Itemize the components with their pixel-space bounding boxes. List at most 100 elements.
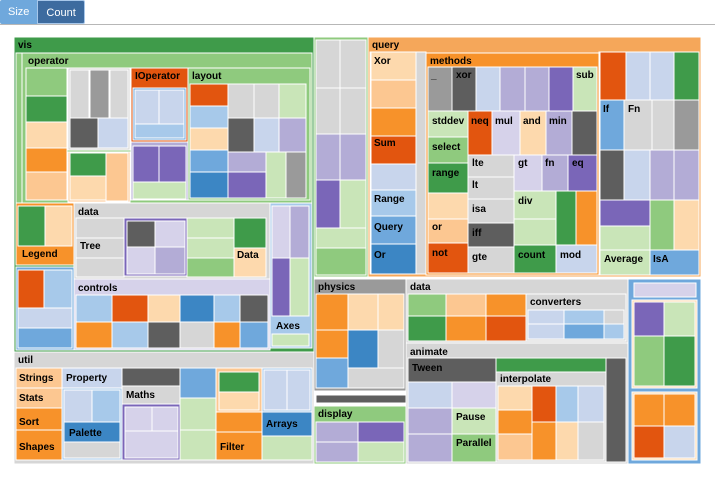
treemap-leaf-cell[interactable] — [25, 95, 68, 123]
treemap-cell[interactable] — [567, 154, 598, 192]
treemap-leaf-cell[interactable] — [253, 117, 280, 153]
treemap-cell[interactable] — [633, 335, 665, 387]
treemap-cell[interactable] — [577, 421, 605, 461]
treemap-cell[interactable] — [427, 218, 469, 244]
treemap-cell[interactable] — [572, 66, 598, 112]
treemap-cell[interactable] — [513, 190, 557, 220]
treemap-cell[interactable] — [63, 441, 121, 459]
treemap-leaf-cell[interactable] — [278, 117, 307, 153]
treemap-cell[interactable] — [63, 389, 93, 423]
treemap-cell[interactable] — [407, 293, 447, 317]
treemap-cell[interactable] — [524, 66, 550, 112]
treemap-cell[interactable] — [649, 199, 675, 251]
treemap-cell[interactable] — [151, 406, 179, 432]
treemap-cell[interactable] — [69, 117, 99, 149]
treemap-leaf-cell[interactable] — [227, 117, 255, 153]
treemap-cell[interactable] — [603, 323, 625, 340]
treemap-cell[interactable] — [625, 51, 651, 101]
treemap-cell[interactable] — [347, 293, 379, 331]
treemap-leaf-cell[interactable] — [147, 294, 181, 323]
treemap-cell[interactable] — [513, 154, 543, 192]
treemap-cell[interactable] — [261, 411, 313, 437]
treemap-cell[interactable] — [315, 247, 367, 276]
treemap-cell[interactable] — [186, 217, 235, 239]
treemap-cell[interactable] — [75, 257, 125, 278]
treemap-leaf-cell[interactable] — [189, 171, 229, 199]
treemap-cell[interactable] — [407, 433, 453, 463]
treemap-cell[interactable] — [649, 51, 675, 101]
treemap-cell[interactable] — [633, 301, 665, 337]
treemap-leaf-cell[interactable] — [111, 294, 149, 323]
treemap-cell[interactable] — [485, 293, 527, 317]
treemap-cell[interactable] — [289, 257, 310, 317]
treemap-cell[interactable] — [286, 369, 311, 411]
treemap-cell[interactable] — [315, 87, 341, 135]
treemap-cell[interactable] — [513, 244, 557, 274]
treemap-cell[interactable] — [315, 329, 349, 359]
treemap-cell[interactable] — [497, 433, 533, 461]
treemap-cell[interactable] — [17, 269, 45, 309]
physics-divider[interactable] — [315, 394, 407, 404]
treemap-cell[interactable] — [43, 269, 73, 309]
treemap-cell[interactable] — [215, 431, 263, 461]
treemap-cell[interactable] — [513, 218, 557, 246]
vis-operator-side[interactable] — [15, 52, 23, 204]
treemap-cell[interactable] — [555, 421, 579, 461]
treemap-cell[interactable] — [445, 315, 487, 342]
treemap-cell[interactable] — [134, 89, 160, 125]
treemap-cell[interactable] — [158, 89, 185, 125]
treemap-cell[interactable] — [315, 357, 349, 389]
treemap-leaf-cell[interactable] — [265, 151, 287, 199]
treemap-cell[interactable] — [673, 51, 700, 101]
treemap-cell[interactable] — [407, 407, 453, 435]
treemap-cell[interactable] — [271, 257, 291, 317]
treemap-cell[interactable] — [623, 149, 651, 201]
treemap-cell[interactable] — [673, 149, 700, 201]
treemap-leaf-cell[interactable] — [189, 83, 229, 107]
treemap-cell[interactable] — [69, 175, 107, 201]
treemap-cell[interactable] — [124, 406, 153, 432]
treemap-cell[interactable] — [377, 329, 405, 369]
treemap-cell[interactable] — [649, 149, 675, 201]
treemap-cell[interactable] — [315, 133, 341, 181]
treemap-cell[interactable] — [339, 87, 367, 135]
treemap-cell[interactable] — [475, 66, 501, 112]
treemap-leaf-cell[interactable] — [75, 321, 113, 349]
treemap-cell[interactable] — [663, 335, 696, 387]
treemap-cell[interactable] — [179, 367, 217, 399]
treemap-cell[interactable] — [17, 205, 46, 247]
treemap-cell[interactable] — [467, 246, 515, 274]
treemap-leaf-cell[interactable] — [189, 127, 229, 151]
treemap-cell[interactable] — [271, 333, 310, 347]
treemap-cell[interactable] — [531, 421, 557, 461]
treemap-cell[interactable] — [545, 110, 573, 156]
treemap-cell[interactable] — [663, 425, 696, 459]
treemap-cell[interactable] — [427, 66, 453, 112]
treemap-cell[interactable] — [555, 244, 598, 274]
treemap-cell[interactable] — [485, 315, 527, 342]
treemap-cell[interactable] — [17, 307, 73, 329]
treemap-leaf-cell[interactable] — [25, 121, 68, 149]
treemap-cell[interactable] — [186, 237, 235, 259]
treemap-cell[interactable] — [555, 190, 577, 246]
treemap-cell[interactable] — [527, 309, 565, 325]
treemap-cell[interactable] — [218, 371, 260, 393]
treemap-cell[interactable] — [69, 152, 107, 177]
treemap-cell[interactable] — [663, 393, 696, 427]
treemap-cell[interactable] — [599, 199, 651, 227]
treemap-leaf-cell[interactable] — [253, 83, 280, 119]
treemap-cell[interactable] — [555, 385, 579, 423]
treemap-leaf-cell[interactable] — [213, 294, 241, 323]
treemap-cell[interactable] — [563, 309, 605, 325]
treemap-leaf-cell[interactable] — [179, 294, 215, 323]
treemap-cell[interactable] — [651, 99, 675, 151]
treemap-leaf-cell[interactable] — [278, 83, 307, 119]
treemap-cell[interactable] — [599, 51, 627, 101]
treemap-cell[interactable] — [497, 385, 533, 411]
treemap-leaf-cell[interactable] — [189, 149, 229, 173]
treemap-cell[interactable] — [17, 327, 73, 349]
treemap-cell[interactable] — [315, 441, 359, 463]
treemap-cell[interactable] — [154, 220, 186, 248]
treemap-cell[interactable] — [271, 205, 291, 259]
treemap-cell[interactable] — [91, 389, 121, 423]
